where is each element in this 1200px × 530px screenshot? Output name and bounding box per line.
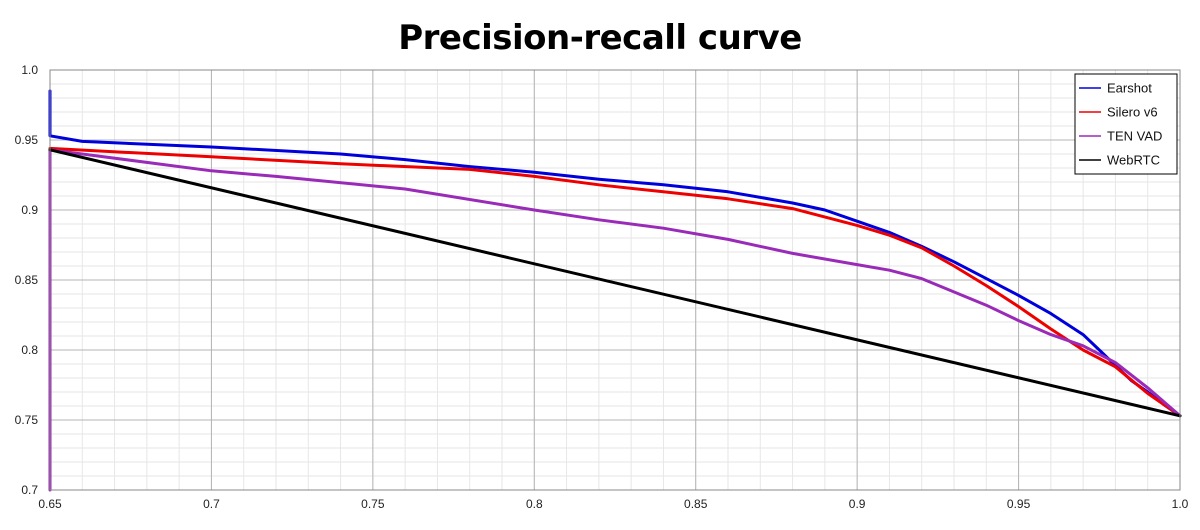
legend-label-silero-v6: Silero v6 (1107, 105, 1158, 120)
series-line-ten-vad (48, 148, 1182, 492)
x-tick-label: 0.7 (203, 497, 220, 511)
y-tick-label: 0.75 (15, 413, 39, 427)
legend-label-earshot: Earshot (1107, 81, 1152, 96)
y-tick-label: 0.85 (15, 273, 39, 287)
x-tick-label: 0.8 (526, 497, 543, 511)
y-tick-label: 0.8 (21, 343, 38, 357)
x-axis-ticks: 0.65 0.7 0.75 0.8 0.85 0.9 0.95 1.0 (38, 497, 1188, 511)
chart-title: Precision-recall curve (398, 18, 802, 58)
series-layer (48, 89, 1182, 492)
x-tick-label: 0.85 (684, 497, 708, 511)
y-tick-label: 0.9 (21, 203, 38, 217)
plot-frame (49, 69, 1181, 491)
y-tick-label: 1.0 (21, 63, 38, 77)
legend-box (1074, 73, 1178, 175)
legend: Earshot Silero v6 TEN VAD WebRTC (1074, 73, 1178, 175)
legend-label-webrtc: WebRTC (1107, 153, 1160, 168)
x-tick-label: 0.95 (1007, 497, 1031, 511)
x-tick-label: 0.65 (38, 497, 62, 511)
legend-label-ten-vad: TEN VAD (1107, 129, 1162, 144)
y-tick-label: 0.95 (15, 133, 39, 147)
x-tick-label: 1.0 (1172, 497, 1189, 511)
y-axis-ticks: 0.7 0.75 0.8 0.85 0.9 0.95 1.0 (15, 63, 39, 497)
x-tick-label: 0.9 (849, 497, 866, 511)
series-line-silero-v6 (48, 146, 1182, 418)
x-tick-label: 0.75 (361, 497, 385, 511)
series-line-webrtc (48, 148, 1182, 418)
y-tick-label: 0.7 (21, 483, 38, 497)
